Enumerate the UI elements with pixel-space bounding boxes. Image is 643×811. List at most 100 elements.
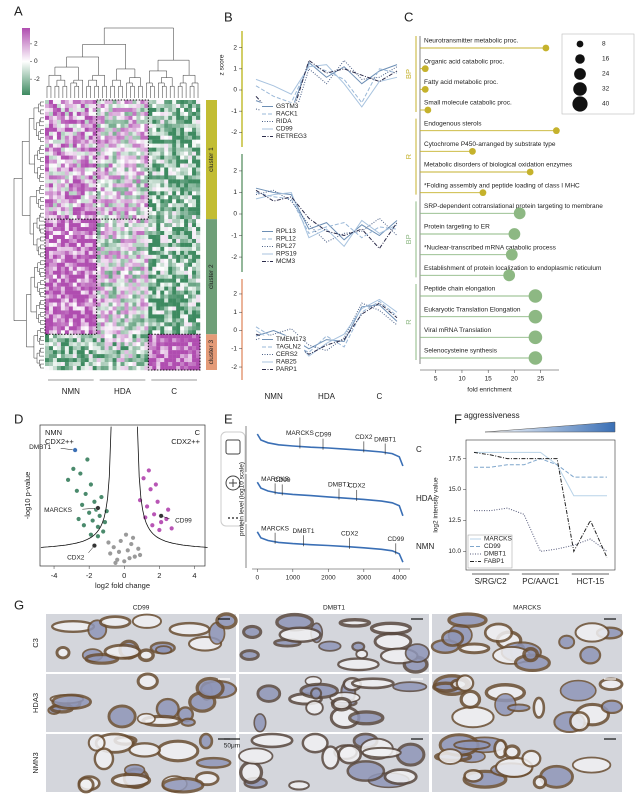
heatmap-texture [96,100,101,105]
heatmap-texture [72,342,77,347]
heatmap-texture [184,366,189,371]
heatmap-texture [80,366,85,371]
heatmap-texture [116,314,121,319]
heatmap-texture [124,298,129,303]
heatmap-texture [156,242,161,248]
heatmap-texture [48,179,54,184]
heatmap-texture [96,171,101,176]
heatmap-texture [76,270,81,275]
heatmap-texture [132,211,137,216]
heatmap-texture [192,215,197,220]
heatmap-texture [176,203,181,208]
term-label: Organic acid catabolic proc. [424,58,504,65]
heatmap-texture [56,282,62,287]
heatmap-texture [184,195,189,200]
heatmap-texture [64,246,70,252]
cluster-bar [206,219,217,335]
dendrogram [86,85,91,98]
heatmap-texture [148,306,153,311]
heatmap-texture [76,191,81,196]
heatmap-texture [132,314,137,319]
heatmap-texture [72,135,77,140]
heatmap-texture [84,302,89,307]
heatmap-texture [100,338,105,343]
heatmap-texture [80,274,85,279]
heatmap-texture [132,111,137,117]
heatmap-texture [100,227,105,232]
dendrogram [46,85,52,98]
heatmap-texture [188,286,193,291]
heatmap-texture [108,203,113,208]
heatmap-texture [160,246,165,252]
heatmap-texture [140,338,145,343]
heatmap-texture [184,135,189,140]
heatmap-texture [68,314,74,319]
x-tick-label: 3000 [357,575,372,582]
heatmap-texture [100,211,105,216]
toolbar-icon[interactable] [225,475,241,491]
heatmap-texture [180,223,185,228]
heatmap-texture [156,127,161,132]
heatmap-texture [45,219,50,224]
heatmap-texture [108,199,113,204]
heatmap-texture [96,270,101,275]
toolbar-icon[interactable] [225,439,241,455]
heatmap-texture [172,191,177,196]
heatmap-texture [60,354,66,359]
heatmap-texture [196,179,201,184]
heatmap-texture [132,203,137,208]
heatmap-texture [124,171,129,176]
heatmap-texture [48,358,54,363]
heatmap-texture [96,318,101,323]
heatmap-texture [140,107,145,113]
heatmap-texture [148,207,153,212]
term-label: *Folding assembly and peptide loading of… [424,182,580,189]
heatmap-texture [132,123,137,128]
heatmap-texture [96,119,101,125]
heatmap-texture [48,191,54,196]
heatmap-texture [92,107,97,113]
heatmap-texture [64,282,70,287]
dendrogram [161,77,173,87]
heatmap-texture [192,262,197,267]
micrograph-texture [198,732,214,750]
heatmap-texture [60,227,66,232]
heatmap-texture [192,155,197,160]
heatmap-texture [188,358,193,363]
heatmap-texture [148,155,153,160]
heatmap-texture [172,159,177,164]
heatmap-texture [88,207,93,212]
heatmap-texture [96,103,101,109]
toolbar-icon[interactable] [228,517,230,519]
heatmap-texture [96,215,101,220]
heatmap-texture [60,338,66,343]
heatmap-texture [60,246,66,252]
heatmap-texture [192,103,197,109]
heatmap-texture [132,207,137,212]
heatmap-texture [196,111,201,117]
heatmap-texture [104,330,109,335]
heatmap-texture [196,163,201,168]
heatmap-texture [132,238,137,244]
heatmap-texture [96,290,101,295]
heatmap-texture [88,139,93,144]
legend-frame [260,227,304,268]
dot [479,189,487,197]
heatmap-texture [72,254,77,260]
micrograph-texture [288,780,310,791]
heatmap-texture [68,163,74,168]
heatmap-texture [104,187,109,192]
heatmap-texture [52,175,58,180]
heatmap-texture [45,298,50,303]
heatmap-texture [72,223,77,228]
heatmap-texture [176,100,181,105]
heatmap-texture [72,183,77,188]
heatmap-texture [172,111,177,117]
heatmap-texture [128,254,133,260]
heatmap-texture [184,362,189,367]
heatmap-texture [124,274,129,279]
heatmap-texture [104,334,109,339]
heatmap-texture [144,262,149,267]
heatmap-texture [116,215,121,220]
heatmap-texture [120,159,125,164]
